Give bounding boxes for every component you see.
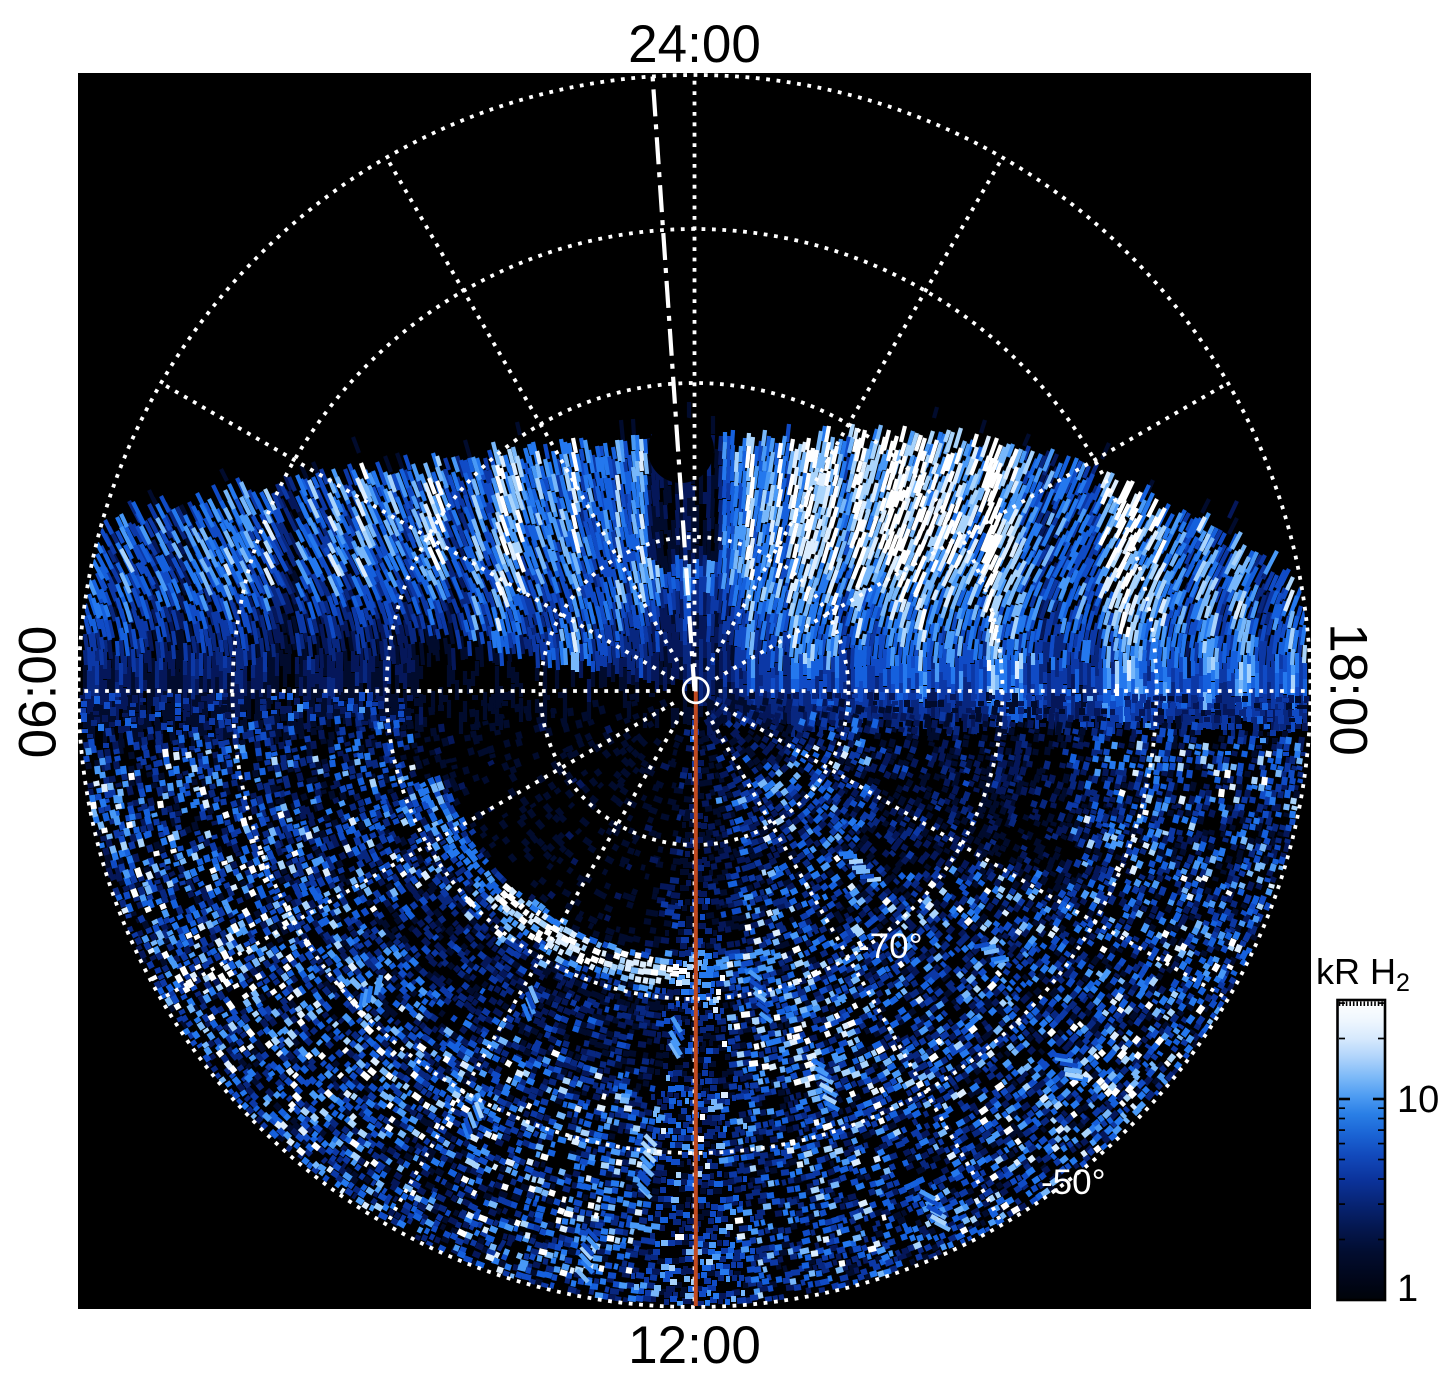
svg-text:18:00: 18:00 [1319,623,1378,756]
svg-text:kR H2: kR H2 [1316,951,1410,997]
svg-text:12:00: 12:00 [628,1316,761,1375]
svg-text:24:00: 24:00 [628,15,761,74]
svg-text:1: 1 [1397,1268,1418,1310]
svg-text:06:00: 06:00 [8,626,67,759]
svg-text:-50°: -50° [1041,1163,1106,1202]
svg-text:10: 10 [1397,1079,1439,1121]
svg-text:-70°: -70° [858,927,923,966]
